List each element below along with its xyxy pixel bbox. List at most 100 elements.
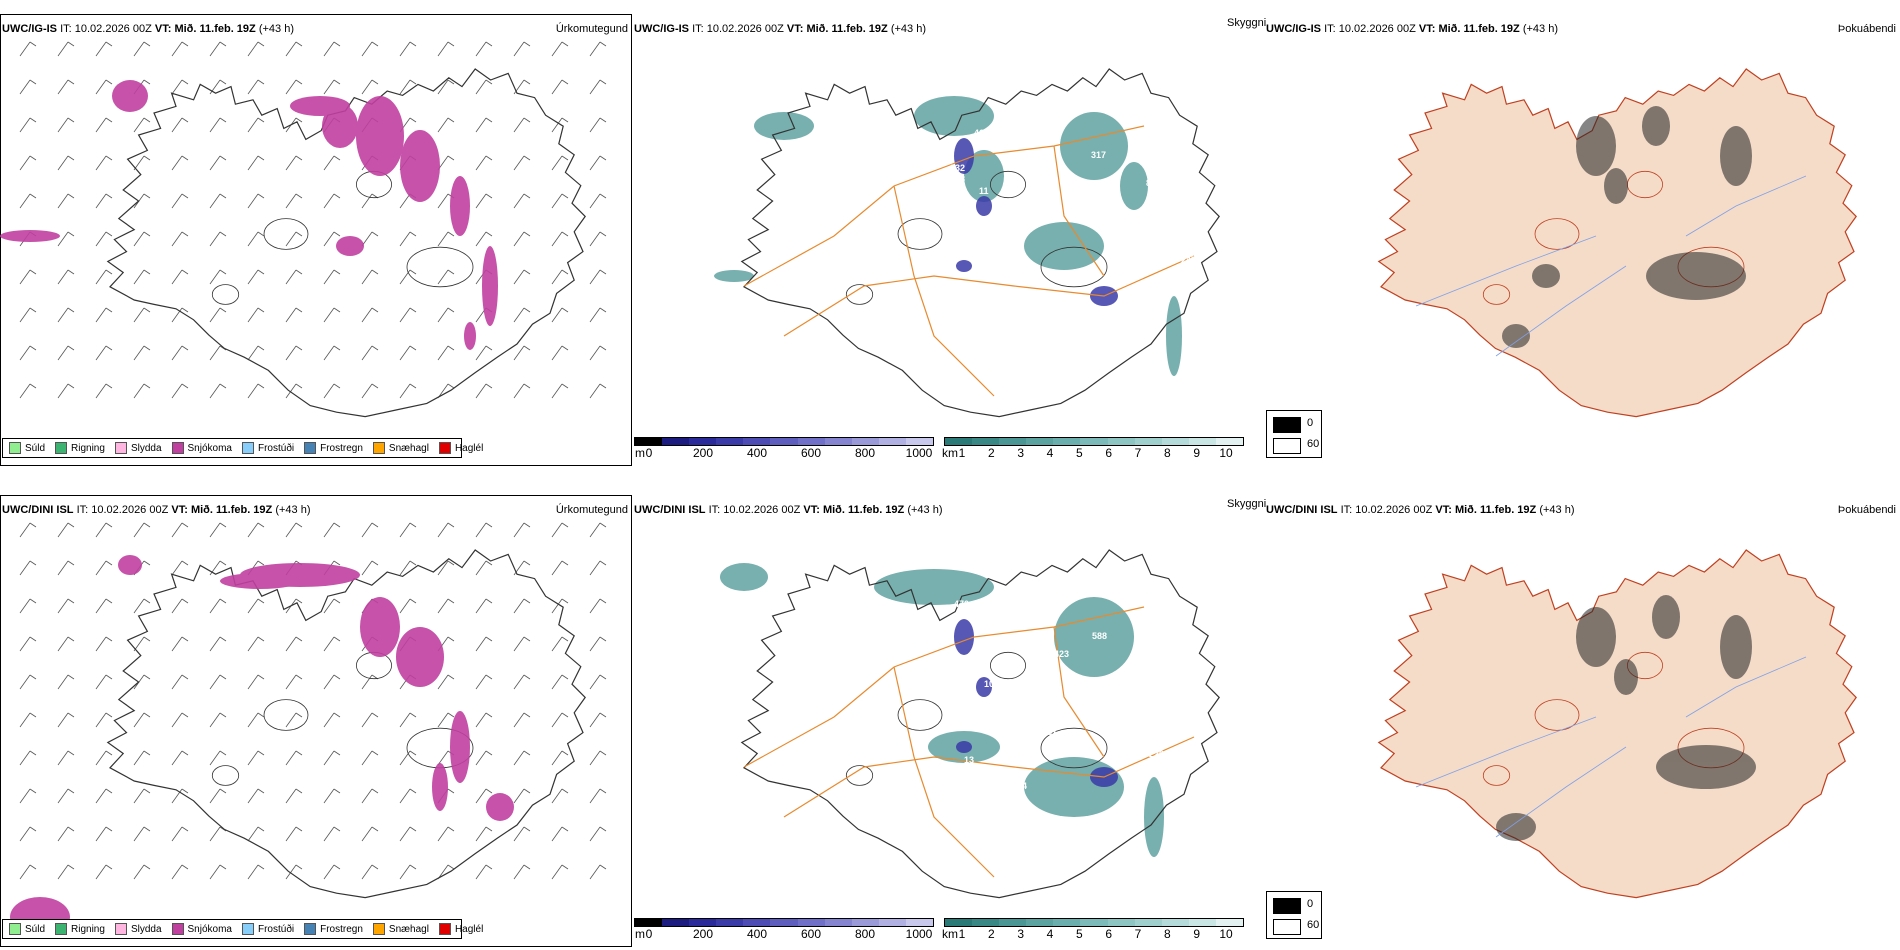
value-label: 470 bbox=[954, 599, 969, 609]
wind-barb bbox=[323, 674, 335, 690]
wind-barb-flag bbox=[333, 712, 341, 718]
wind-barb-flag bbox=[447, 522, 455, 528]
precip-areas bbox=[10, 555, 514, 925]
wind-barb bbox=[171, 598, 183, 614]
fog-panel-row2: UWC/DINI ISL IT: 10.02.2026 00Z VT: Mið.… bbox=[1266, 495, 1900, 947]
wind-barb-flag bbox=[29, 155, 37, 161]
wind-barb bbox=[475, 826, 487, 842]
it-label: IT: bbox=[76, 504, 89, 516]
wind-barb-flag bbox=[333, 383, 341, 389]
legend-swatch bbox=[9, 923, 21, 935]
wind-barb-flag bbox=[105, 231, 113, 237]
colorbar-segment bbox=[1215, 438, 1244, 445]
model-name: UWC/DINI ISL bbox=[1266, 504, 1338, 516]
wind-barb-flag bbox=[143, 269, 151, 275]
colorbar-segment bbox=[743, 919, 771, 926]
wind-barb-flag bbox=[523, 269, 531, 275]
snow-area bbox=[0, 230, 60, 242]
wind-barb bbox=[95, 345, 107, 361]
wind-barb bbox=[475, 560, 487, 576]
wind-barb-flag bbox=[257, 307, 265, 313]
wind-barb-flag bbox=[599, 383, 607, 389]
wind-barb-flag bbox=[409, 345, 417, 351]
legend-item: Frostregn bbox=[304, 442, 363, 454]
wind-barb-flag bbox=[485, 826, 493, 832]
snow-area bbox=[356, 96, 404, 176]
wind-barb bbox=[285, 155, 297, 171]
wind-barb-flag bbox=[257, 750, 265, 756]
wind-barb-flag bbox=[485, 155, 493, 161]
wind-barb bbox=[57, 231, 69, 247]
visibility-area bbox=[914, 96, 994, 136]
wind-barb-flag bbox=[599, 307, 607, 313]
wind-barb-flag bbox=[599, 269, 607, 275]
visibility-colorbar bbox=[944, 918, 1244, 927]
wind-barb-flag bbox=[333, 345, 341, 351]
wind-barb-flag bbox=[257, 41, 265, 47]
wind-barb bbox=[513, 788, 525, 804]
wind-barb bbox=[399, 193, 411, 209]
wind-barb-flag bbox=[143, 522, 151, 528]
river bbox=[1415, 716, 1597, 788]
wind-barb bbox=[551, 155, 563, 171]
wind-barb bbox=[133, 307, 145, 323]
wind-barb bbox=[589, 788, 601, 804]
wind-barb-flag bbox=[181, 750, 189, 756]
wind-barb-flag bbox=[219, 750, 227, 756]
wind-barb-flag bbox=[181, 560, 189, 566]
wind-barb-flag bbox=[295, 79, 303, 85]
wind-barb-flag bbox=[181, 155, 189, 161]
wind-barb-flag bbox=[181, 269, 189, 275]
wind-barb bbox=[399, 750, 411, 766]
model-name: UWC/DINI ISL bbox=[2, 504, 74, 516]
wind-barb-flag bbox=[561, 750, 569, 756]
wind-barb bbox=[19, 41, 31, 57]
wind-barb-flag bbox=[333, 750, 341, 756]
road bbox=[743, 125, 1145, 287]
precip-frame bbox=[0, 495, 632, 947]
wind-barb-flag bbox=[409, 750, 417, 756]
wind-barb bbox=[247, 231, 259, 247]
wind-barb-flag bbox=[485, 712, 493, 718]
wind-barb-flag bbox=[599, 598, 607, 604]
wind-barb bbox=[513, 155, 525, 171]
wind-barb bbox=[475, 750, 487, 766]
colorbar-tick: 0 bbox=[645, 446, 653, 460]
wind-barb-flag bbox=[333, 269, 341, 275]
iceland-outline bbox=[740, 68, 1220, 418]
wind-barb bbox=[361, 674, 373, 690]
it-label: IT: bbox=[1340, 504, 1353, 516]
colorbar-segment bbox=[1107, 919, 1135, 926]
wind-barb bbox=[247, 345, 259, 361]
panel-header: UWC/IG-IS IT: 10.02.2026 00Z VT: Mið. 11… bbox=[1266, 23, 1558, 35]
wind-barb-flag bbox=[219, 788, 227, 794]
wind-barb bbox=[95, 674, 107, 690]
value-label: 279 bbox=[1125, 669, 1140, 679]
snow-area bbox=[220, 573, 300, 589]
wind-barb bbox=[361, 193, 373, 209]
colorbar-unit: km bbox=[942, 927, 958, 941]
wind-barb-flag bbox=[105, 712, 113, 718]
wind-barb bbox=[171, 826, 183, 842]
wind-barb bbox=[285, 522, 297, 538]
wind-barb bbox=[361, 826, 373, 842]
panel-title: Úrkomutegund bbox=[555, 23, 628, 35]
wind-barb bbox=[19, 560, 31, 576]
ceiling-ticks: m 0 200 400 600 800 1000 bbox=[634, 446, 934, 460]
wind-barb bbox=[437, 712, 449, 728]
wind-barb-flag bbox=[181, 826, 189, 832]
wind-barb-flag bbox=[219, 598, 227, 604]
glacier-outline bbox=[897, 218, 943, 250]
wind-barb bbox=[285, 79, 297, 95]
wind-barb-flag bbox=[333, 155, 341, 161]
wind-barb bbox=[589, 117, 601, 133]
wind-barb-flag bbox=[561, 560, 569, 566]
wind-barb-flag bbox=[295, 674, 303, 680]
wind-barb bbox=[361, 345, 373, 361]
panel-title: Skyggni bbox=[1227, 17, 1267, 29]
wind-barb bbox=[209, 636, 221, 652]
wind-barb-flag bbox=[67, 826, 75, 832]
wind-barb-flag bbox=[105, 193, 113, 199]
wind-barb bbox=[247, 864, 259, 880]
wind-barb bbox=[399, 864, 411, 880]
